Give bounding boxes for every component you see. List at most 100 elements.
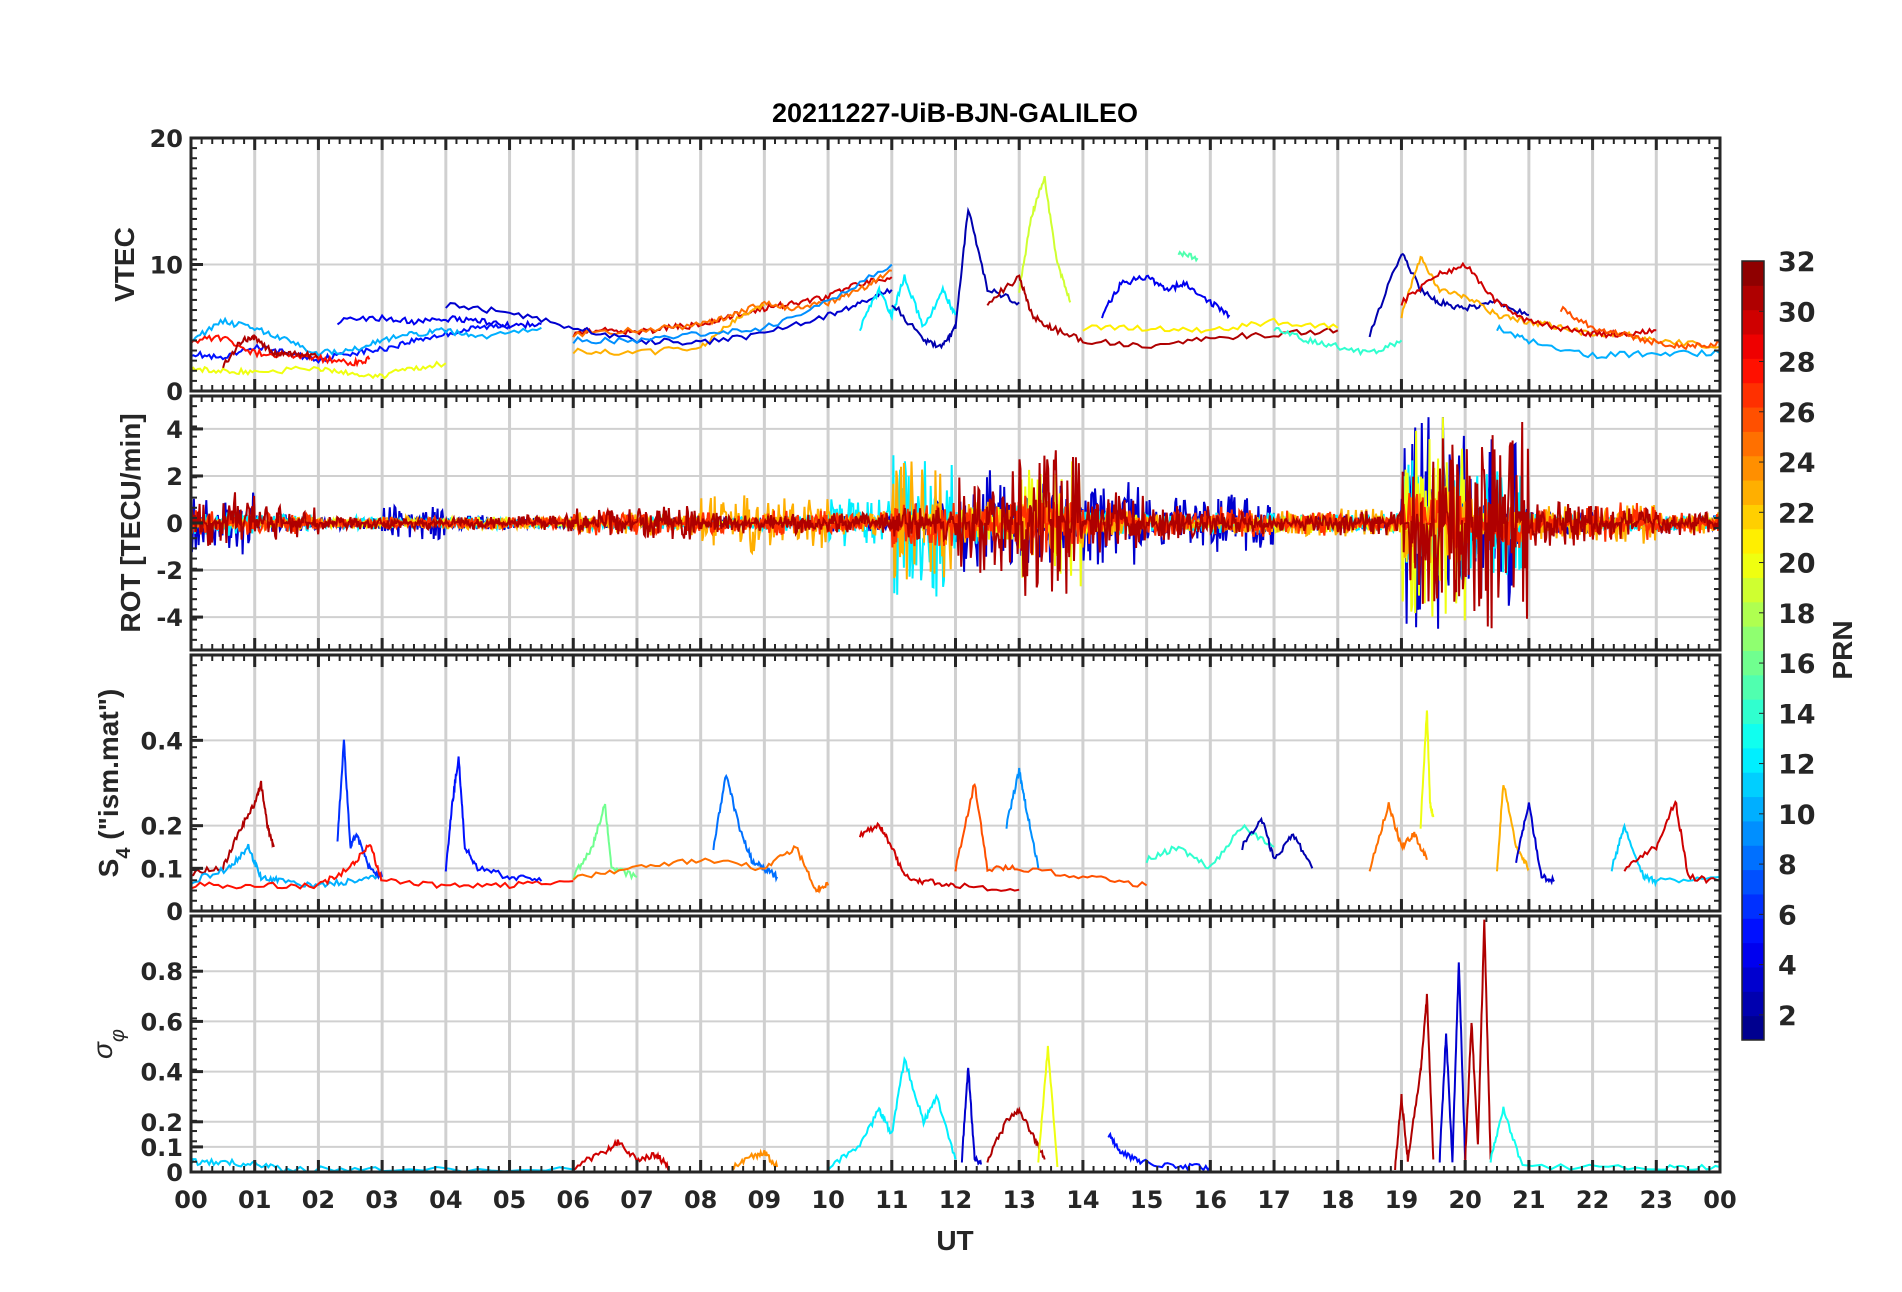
colorbar-swatch xyxy=(1742,820,1764,846)
y-tick-label: 0.4 xyxy=(140,727,183,755)
series-line-prn-9 xyxy=(572,263,893,345)
colorbar-swatch xyxy=(1742,431,1764,457)
series-line-prn-31 xyxy=(1394,993,1435,1171)
x-tick-label: 04 xyxy=(429,1186,462,1214)
colorbar-swatch xyxy=(1742,553,1764,578)
colorbar-tick-label: 14 xyxy=(1778,699,1816,730)
series-line-prn-2 xyxy=(891,206,1020,350)
x-tick-label: 12 xyxy=(939,1186,972,1214)
x-tick-label: 15 xyxy=(1130,1186,1163,1214)
y-label-main: S xyxy=(93,859,124,878)
x-tick-label: 19 xyxy=(1385,1186,1418,1214)
series-line-prn-31 xyxy=(221,334,319,369)
y-tick-label: 0.1 xyxy=(140,855,183,883)
colorbar-tick-label: 22 xyxy=(1778,498,1816,529)
colorbar-swatch xyxy=(1742,893,1764,919)
colorbar-tick-label: 8 xyxy=(1778,850,1797,881)
series-line-prn-30 xyxy=(1623,800,1720,885)
y-tick-label: 0 xyxy=(166,1159,183,1187)
series-line-prn-30 xyxy=(572,1138,670,1171)
x-tick-label: 03 xyxy=(365,1186,398,1214)
series-line-prn-20 xyxy=(1037,1045,1059,1168)
colorbar-swatch xyxy=(1742,358,1764,384)
y-axis-label: S4 ("ism.mat") xyxy=(93,689,135,878)
panel-2: 0 0.1 0.2 0.4S4 ("ism.mat") xyxy=(93,653,1722,926)
series-line-prn-31 xyxy=(1464,919,1492,1163)
series-line-prn-15 xyxy=(1177,250,1199,263)
series-line-prn-21 xyxy=(1082,317,1339,334)
y-axis-label: VTEC xyxy=(109,227,140,302)
series-line-prn-11 xyxy=(1610,822,1720,888)
y-tick-label: 0.4 xyxy=(140,1059,183,1087)
colorbar-swatch xyxy=(1742,309,1764,335)
series-line-prn-23 xyxy=(1496,784,1530,872)
y-tick-label: 0 xyxy=(166,898,183,926)
series-line-prn-9 xyxy=(1005,767,1040,869)
x-tick-label: 16 xyxy=(1194,1186,1227,1214)
colorbar-swatch xyxy=(1742,869,1764,895)
colorbar-swatch xyxy=(1742,991,1764,1017)
colorbar-tick-label: 24 xyxy=(1778,448,1816,479)
colorbar-tick-label: 6 xyxy=(1778,900,1797,931)
colorbar-frame xyxy=(1741,260,1765,1041)
series-line-prn-3 xyxy=(445,287,893,346)
y-tick-label: 0.2 xyxy=(140,1109,183,1137)
series-line-prn-4 xyxy=(1101,274,1231,320)
x-tick-label: 10 xyxy=(811,1186,844,1214)
series-line-prn-8 xyxy=(712,773,779,883)
series-line-prn-10 xyxy=(191,843,383,890)
colorbar-swatch xyxy=(1742,504,1764,530)
colorbar-swatch xyxy=(1742,261,1764,286)
y-tick-label: 0.2 xyxy=(140,813,183,841)
panel-0: 0 10 20 VTEC xyxy=(109,125,1722,406)
panel-3: 00.10.2 0.4 0.6 0.8 σφ xyxy=(87,914,1722,1187)
series-line-prn-25 xyxy=(572,844,830,894)
colorbar-swatch xyxy=(1742,796,1764,822)
series-line-prn-24 xyxy=(731,1148,779,1171)
series-line-prn-31 xyxy=(986,274,1339,349)
colorbar-swatch xyxy=(1742,723,1764,749)
y-tick-label: 0.1 xyxy=(140,1134,183,1162)
x-tick-label: 05 xyxy=(493,1186,526,1214)
series-line-prn-12 xyxy=(858,274,957,332)
series-line-prn-3 xyxy=(960,1067,982,1166)
colorbar-swatch xyxy=(1742,626,1764,651)
x-axis-label: UT xyxy=(936,1225,973,1256)
colorbar-swatch xyxy=(1742,577,1764,603)
colorbar-swatch xyxy=(1742,747,1764,773)
chart-title: 20211227-UiB-BJN-GALILEO xyxy=(772,98,1138,128)
colorbar-swatch xyxy=(1742,966,1764,992)
series-line-prn-23 xyxy=(572,304,765,356)
series-line-prn-25 xyxy=(572,269,893,338)
colorbar-swatch xyxy=(1742,699,1764,725)
series-line-prn-6 xyxy=(336,739,384,880)
x-tick-label: 06 xyxy=(557,1186,590,1214)
colorbar-swatch xyxy=(1742,845,1764,871)
colorbar-tick-label: 10 xyxy=(1778,800,1816,831)
x-tick-label: 18 xyxy=(1321,1186,1354,1214)
colorbar-swatch xyxy=(1742,528,1764,554)
series-line-prn-3 xyxy=(1438,962,1467,1163)
series-group xyxy=(191,417,1720,629)
x-tick-label: 13 xyxy=(1003,1186,1036,1214)
colorbar-swatch xyxy=(1742,285,1764,311)
y-axis-label: σφ xyxy=(87,1029,129,1059)
axes-frame xyxy=(189,136,1722,393)
y-label-rest: ("ism.mat") xyxy=(93,689,124,848)
y-tick-label: 0.8 xyxy=(140,958,183,986)
colorbar-tick-label: 16 xyxy=(1778,649,1816,680)
series-line-prn-31 xyxy=(191,421,1720,629)
series-line-prn-31 xyxy=(986,1106,1046,1163)
series-line-prn-19 xyxy=(1018,175,1072,303)
colorbar-tick-label: 32 xyxy=(1778,247,1816,278)
colorbar-tick-label: 12 xyxy=(1778,750,1816,781)
colorbar-tick-label: 28 xyxy=(1778,348,1816,379)
colorbar-swatch xyxy=(1742,942,1764,968)
colorbar-tick-label: 30 xyxy=(1778,297,1816,328)
y-tick-label: 2 xyxy=(166,463,183,491)
x-tick-label: 11 xyxy=(875,1186,908,1214)
colorbar-swatch xyxy=(1742,650,1764,676)
x-tick-label: 22 xyxy=(1576,1186,1609,1214)
